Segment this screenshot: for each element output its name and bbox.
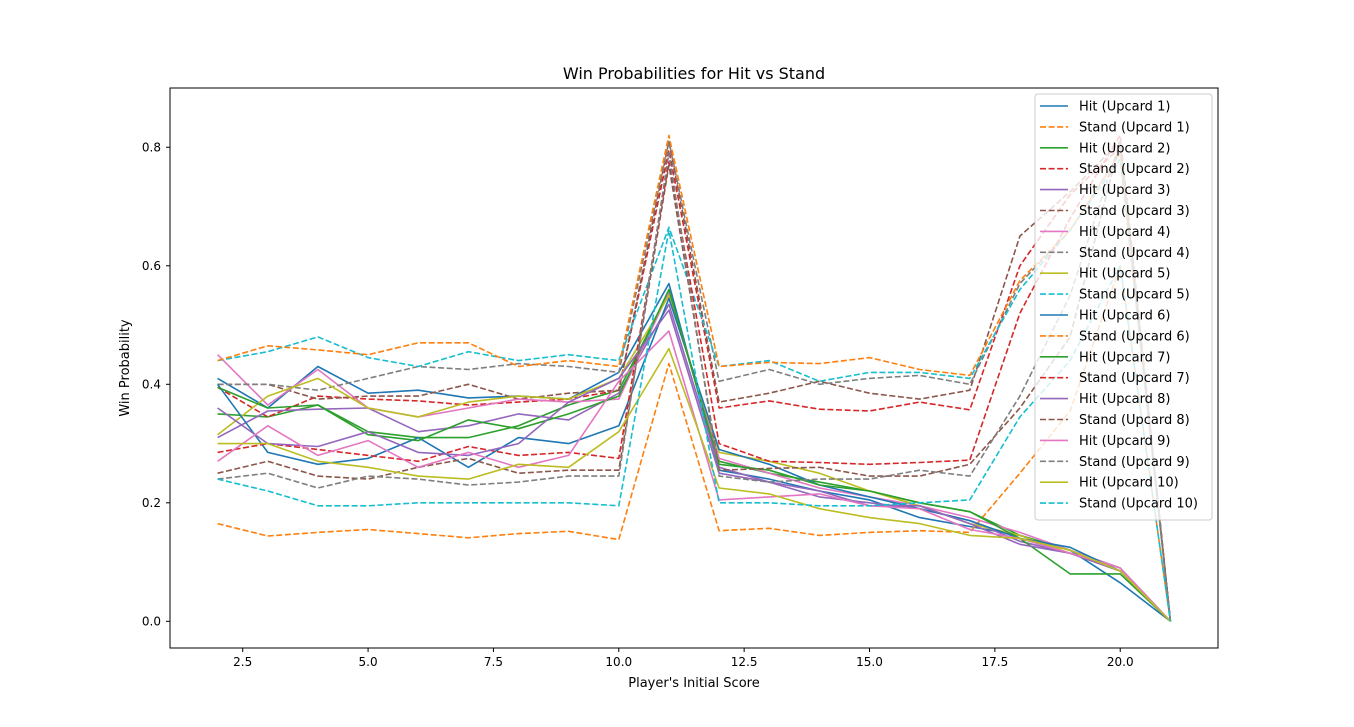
series-line-15 xyxy=(217,309,1171,622)
legend-entry: Hit (Upcard 3) xyxy=(1079,183,1170,198)
series-line-4 xyxy=(217,146,1172,622)
chart-title: Win Probabilities for Hit vs Stand xyxy=(563,64,825,83)
series-line-18 xyxy=(217,140,1172,622)
series-line-9 xyxy=(217,294,1171,622)
x-axis-label: Player's Initial Score xyxy=(628,676,759,691)
legend-box xyxy=(1034,93,1213,521)
legend-entry: Stand (Upcard 3) xyxy=(1079,204,1190,219)
legend-entry: Hit (Upcard 5) xyxy=(1079,267,1170,282)
series-line-12 xyxy=(217,134,1172,622)
series-line-19 xyxy=(217,347,1171,622)
x-tick-label: 20.0 xyxy=(1107,655,1134,669)
x-tick-label: 12.5 xyxy=(731,655,758,669)
y-axis-label: Win Probability xyxy=(118,319,133,417)
series-line-6 xyxy=(217,140,1172,622)
x-tick-label: 15.0 xyxy=(856,655,883,669)
plot-series xyxy=(216,134,1172,622)
y-tick-label: 0.6 xyxy=(142,259,161,273)
series-line-11 xyxy=(216,297,1171,622)
series-line-13 xyxy=(217,288,1171,622)
series-line-3 xyxy=(217,291,1171,622)
legend-entry: Hit (Upcard 8) xyxy=(1079,392,1170,407)
legend-entry: Hit (Upcard 9) xyxy=(1079,434,1170,449)
series-line-1 xyxy=(217,282,1171,622)
legend-entry: Hit (Upcard 6) xyxy=(1079,309,1170,324)
x-tick-label: 2.5 xyxy=(233,655,252,669)
plot-frame xyxy=(169,87,1219,649)
legend-entry: Hit (Upcard 4) xyxy=(1079,225,1170,240)
y-tick-label: 0.0 xyxy=(142,614,161,628)
series-line-10 xyxy=(217,158,1172,622)
series-line-20 xyxy=(217,229,1172,622)
legend-entry: Hit (Upcard 10) xyxy=(1079,476,1179,491)
legend-entry: Stand (Upcard 1) xyxy=(1079,120,1190,135)
x-tick-label: 5.0 xyxy=(359,655,378,669)
legend-entry: Stand (Upcard 4) xyxy=(1079,246,1190,261)
x-tick-label: 7.5 xyxy=(484,655,503,669)
series-line-17 xyxy=(217,330,1171,622)
y-axis: 0.0 0.2 0.4 0.6 0.8 xyxy=(142,140,170,628)
legend-entry: Hit (Upcard 1) xyxy=(1079,100,1170,115)
series-line-14 xyxy=(217,134,1172,622)
x-axis: 2.5 5.0 7.5 10.0 12.5 15.0 17.5 20.0 xyxy=(233,648,1134,669)
y-tick-label: 0.4 xyxy=(142,377,161,391)
legend-entry: Stand (Upcard 5) xyxy=(1079,288,1190,303)
legend-entry: Stand (Upcard 7) xyxy=(1079,371,1190,386)
legend: Hit (Upcard 1) Stand (Upcard 1) Hit (Upcar… xyxy=(1034,93,1213,521)
y-tick-label: 0.2 xyxy=(142,496,161,510)
legend-entry: Hit (Upcard 7) xyxy=(1079,350,1170,365)
legend-entry: Stand (Upcard 6) xyxy=(1079,329,1190,344)
legend-entry: Stand (Upcard 10) xyxy=(1079,497,1198,512)
series-line-7 xyxy=(217,291,1171,622)
x-tick-label: 17.5 xyxy=(982,655,1009,669)
series-line-2 xyxy=(217,264,1172,622)
series-line-8 xyxy=(217,140,1172,622)
legend-entry: Hit (Upcard 2) xyxy=(1079,141,1170,156)
legend-entry: Stand (Upcard 2) xyxy=(1079,162,1190,177)
y-tick-label: 0.8 xyxy=(142,140,161,154)
legend-entry: Stand (Upcard 8) xyxy=(1079,413,1190,428)
legend-entry: Stand (Upcard 9) xyxy=(1079,455,1190,470)
x-tick-label: 10.0 xyxy=(605,655,632,669)
